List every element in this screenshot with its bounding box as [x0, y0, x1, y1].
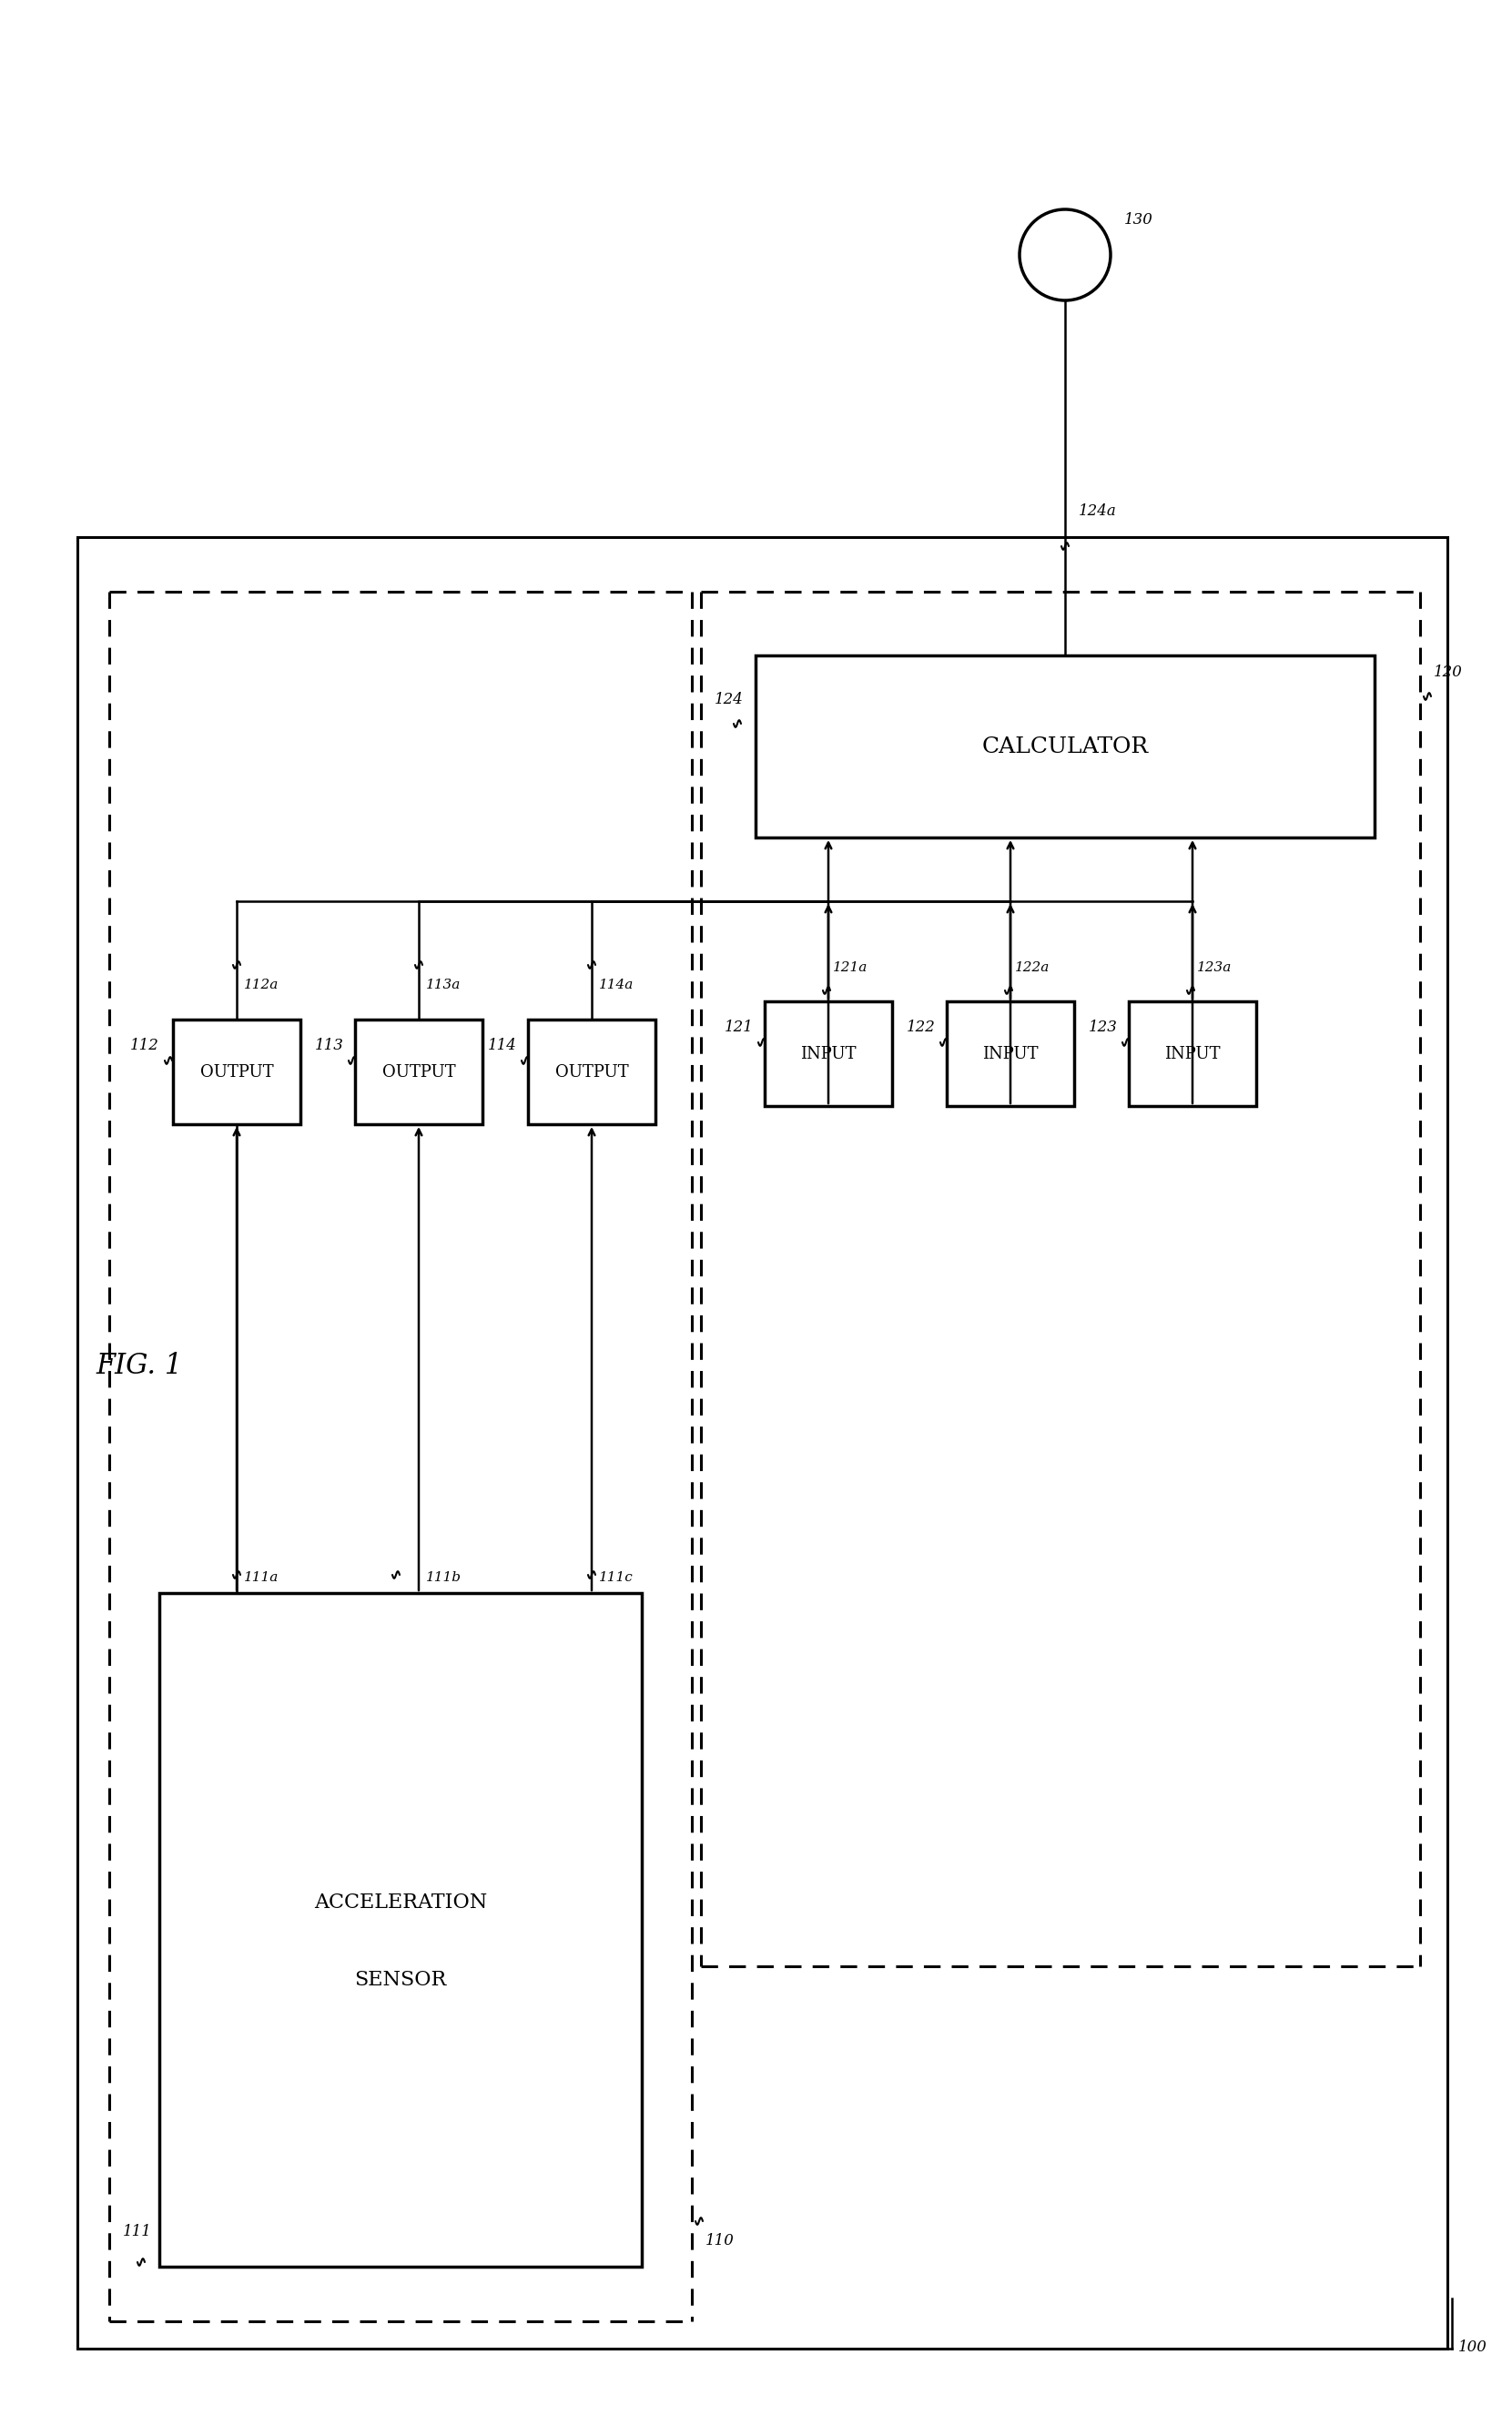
Text: OUTPUT: OUTPUT [383, 1065, 455, 1079]
Text: 111b: 111b [426, 1571, 461, 1583]
Text: ACCELERATION: ACCELERATION [314, 1893, 487, 1912]
Text: 114a: 114a [599, 979, 634, 991]
Text: 111: 111 [122, 2224, 151, 2239]
Text: 111a: 111a [243, 1571, 278, 1583]
Bar [756, 655, 1374, 838]
Text: 112: 112 [130, 1038, 159, 1052]
Text: 110: 110 [706, 2234, 735, 2248]
Bar [77, 536, 1447, 2348]
Text: 113a: 113a [426, 979, 461, 991]
Text: OUTPUT: OUTPUT [200, 1065, 274, 1079]
Bar [159, 1593, 641, 2265]
Text: 114: 114 [488, 1038, 517, 1052]
Text: 112a: 112a [243, 979, 278, 991]
Text: SENSOR: SENSOR [354, 1971, 446, 1990]
Text: 120: 120 [1433, 665, 1462, 680]
Text: 124: 124 [715, 692, 744, 706]
Bar [1129, 1001, 1256, 1106]
Bar [355, 1021, 482, 1125]
Text: 124a: 124a [1078, 504, 1117, 519]
Text: INPUT: INPUT [1164, 1045, 1220, 1062]
Text: 123a: 123a [1198, 962, 1232, 974]
Text: 113: 113 [314, 1038, 345, 1052]
Text: OUTPUT: OUTPUT [555, 1065, 629, 1079]
Text: 111c: 111c [599, 1571, 634, 1583]
Bar [947, 1001, 1074, 1106]
Text: 121: 121 [724, 1021, 753, 1035]
Text: FIG. 1: FIG. 1 [95, 1352, 183, 1379]
Bar [528, 1021, 655, 1125]
Bar [172, 1021, 301, 1125]
Text: 123: 123 [1089, 1021, 1117, 1035]
Text: INPUT: INPUT [800, 1045, 856, 1062]
Bar [765, 1001, 892, 1106]
Text: 130: 130 [1125, 212, 1154, 227]
Text: 121a: 121a [833, 962, 868, 974]
Text: CALCULATOR: CALCULATOR [981, 736, 1149, 758]
Text: 122: 122 [907, 1021, 936, 1035]
Text: 100: 100 [1458, 2339, 1488, 2356]
Text: 122a: 122a [1015, 962, 1049, 974]
Text: INPUT: INPUT [983, 1045, 1039, 1062]
